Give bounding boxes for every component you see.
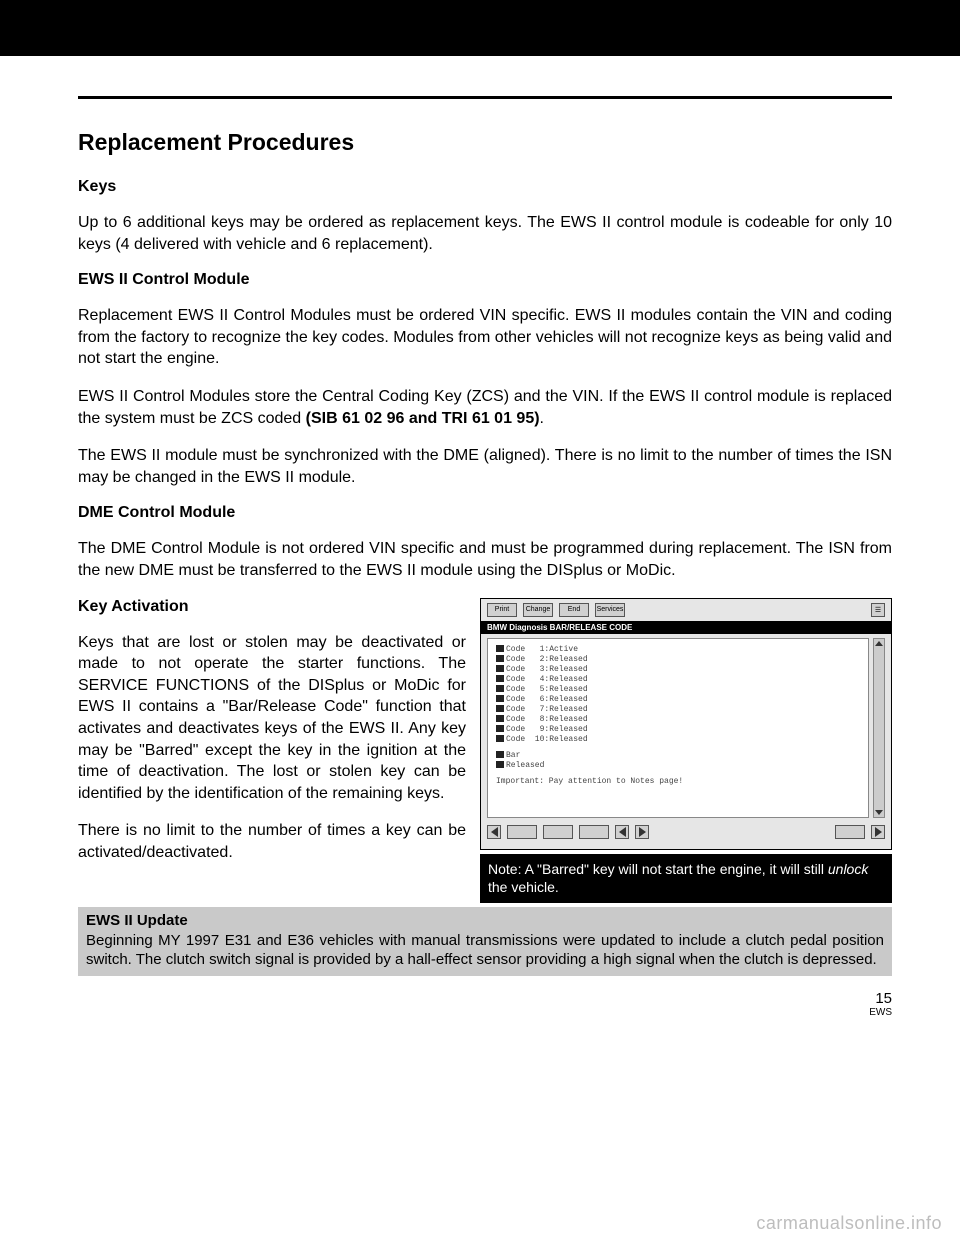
page-sub-label: EWS xyxy=(0,1007,892,1018)
watermark: carmanualsonline.info xyxy=(756,1213,942,1234)
fig-toolbar: Print Change End Services ☰ xyxy=(481,599,891,621)
caption-text: the vehicle. xyxy=(488,879,559,895)
code-row: Code 1:Active xyxy=(496,645,860,655)
toolbar-button xyxy=(507,825,537,839)
toolbar-button: Change xyxy=(523,603,553,617)
scroll-up-icon xyxy=(875,641,883,646)
toolbar-button: End xyxy=(559,603,589,617)
diagnostic-screenshot: Print Change End Services ☰ BMW Diagnosi… xyxy=(480,598,892,850)
nav-prev-icon xyxy=(487,825,501,839)
toolbar-button xyxy=(835,825,865,839)
caption-em: unlock xyxy=(828,861,868,877)
toolbar-button: Print xyxy=(487,603,517,617)
nav-icon xyxy=(635,825,649,839)
legend-row: Released xyxy=(496,761,860,771)
fig-text-area: Code 1:Active Code 2:Released Code 3:Rel… xyxy=(487,638,869,818)
text: . xyxy=(540,410,544,427)
page-title: Replacement Procedures xyxy=(78,129,892,156)
fig-titlebar: BMW Diagnosis BAR/RELEASE CODE xyxy=(481,621,891,634)
heading-ews-control: EWS II Control Module xyxy=(78,271,892,289)
code-row: Code 3:Released xyxy=(496,665,860,675)
paragraph: EWS II Control Modules store the Central… xyxy=(78,386,892,429)
code-row: Code 2:Released xyxy=(496,655,860,665)
paragraph: The EWS II module must be synchronized w… xyxy=(78,445,892,488)
fig-bottom-toolbar xyxy=(481,822,891,844)
paragraph: Up to 6 additional keys may be ordered a… xyxy=(78,212,892,255)
paragraph: Replacement EWS II Control Modules must … xyxy=(78,305,892,370)
heading-dme: DME Control Module xyxy=(78,504,892,522)
page: Replacement Procedures Keys Up to 6 addi… xyxy=(0,0,960,1242)
header-rule xyxy=(78,96,892,99)
page-number: 15 xyxy=(0,990,892,1007)
heading-keys: Keys xyxy=(78,178,892,196)
text-bold: (SIB 61 02 96 and TRI 61 01 95) xyxy=(306,410,540,427)
note-row: Important: Pay attention to Notes page! xyxy=(496,777,860,787)
update-box: EWS II Update Beginning MY 1997 E31 and … xyxy=(78,907,892,976)
left-column: Key Activation Keys that are lost or sto… xyxy=(78,598,466,904)
code-row: Code 6:Released xyxy=(496,695,860,705)
toolbar-button xyxy=(543,825,573,839)
code-row: Code 10:Released xyxy=(496,735,860,745)
content: Replacement Procedures Keys Up to 6 addi… xyxy=(78,129,892,976)
update-body: Beginning MY 1997 E31 and E36 vehicles w… xyxy=(86,932,884,969)
paragraph: Keys that are lost or stolen may be deac… xyxy=(78,632,466,805)
scroll-down-icon xyxy=(875,810,883,815)
figure-caption: Note: A "Barred" key will not start the … xyxy=(480,854,892,904)
paragraph: There is no limit to the number of times… xyxy=(78,820,466,863)
update-heading: EWS II Update xyxy=(86,912,188,929)
toolbar-button: Services xyxy=(595,603,625,617)
right-column: Print Change End Services ☰ BMW Diagnosi… xyxy=(480,598,892,904)
legend-row: Bar xyxy=(496,751,860,761)
code-row: Code 7:Released xyxy=(496,705,860,715)
toolbar-icon: ☰ xyxy=(871,603,885,617)
nav-next-icon xyxy=(871,825,885,839)
code-row: Code 4:Released xyxy=(496,675,860,685)
code-row: Code 9:Released xyxy=(496,725,860,735)
two-column-region: Key Activation Keys that are lost or sto… xyxy=(78,598,892,904)
fig-scrollbar xyxy=(873,638,885,818)
header-black-bar xyxy=(0,0,960,56)
toolbar-button xyxy=(579,825,609,839)
paragraph: The DME Control Module is not ordered VI… xyxy=(78,538,892,581)
caption-text: Note: A "Barred" key will not start the … xyxy=(488,861,828,877)
code-row: Code 8:Released xyxy=(496,715,860,725)
code-row: Code 5:Released xyxy=(496,685,860,695)
nav-icon xyxy=(615,825,629,839)
fig-body: Code 1:Active Code 2:Released Code 3:Rel… xyxy=(481,634,891,822)
heading-key-activation: Key Activation xyxy=(78,598,466,616)
